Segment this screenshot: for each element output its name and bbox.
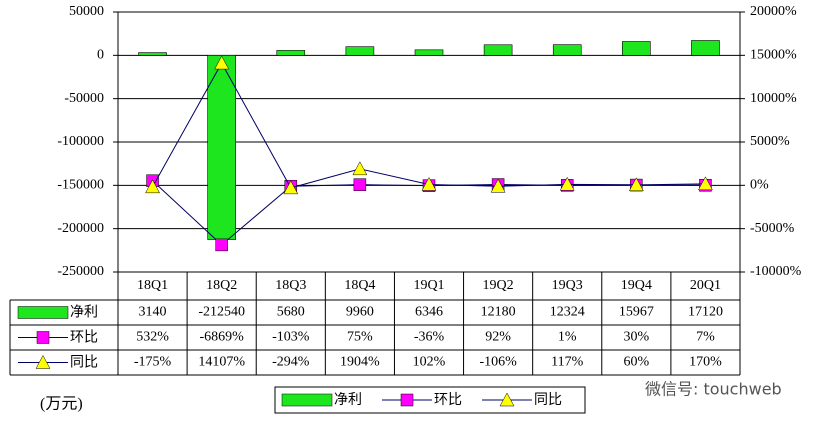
table-cell: 102% [413, 355, 446, 370]
row-label: 同比 [70, 355, 98, 371]
marker [352, 161, 368, 176]
marker [698, 176, 713, 191]
table-cell: -36% [414, 330, 445, 345]
x-tick-label: 18Q3 [275, 278, 306, 293]
x-tick-label: 18Q4 [344, 278, 375, 293]
y2-tick-label: -10000% [750, 264, 802, 279]
y-tick-label: 0 [97, 48, 104, 63]
table-cell: 117% [551, 355, 583, 370]
unit-note: (万元) [40, 396, 83, 413]
bar [691, 40, 720, 56]
y-tick-label: -100000 [57, 134, 104, 149]
bar [483, 44, 513, 56]
table-cell: 75% [347, 330, 373, 345]
y-tick-label: -200000 [57, 221, 104, 236]
marker [214, 55, 230, 70]
legend-swatch [17, 306, 69, 319]
table-cell: 1904% [340, 355, 380, 370]
bar [345, 46, 375, 56]
table-cell: 12324 [550, 305, 585, 320]
table-cell: -106% [479, 355, 517, 370]
table-cell: 15967 [619, 305, 654, 320]
table-cell: -6869% [200, 330, 245, 345]
legend-label: 同比 [534, 392, 562, 408]
table-cell: 7% [696, 330, 715, 345]
marker [421, 176, 437, 191]
row-label: 净利 [70, 305, 98, 321]
table-cell: -294% [272, 355, 310, 370]
legend-marker [36, 331, 50, 344]
legend-label: 净利 [334, 392, 362, 408]
x-tick-label: 18Q1 [137, 278, 168, 293]
table-cell: 532% [136, 330, 169, 345]
y2-tick-label: 5000% [750, 134, 790, 149]
table-cell: 14107% [198, 355, 245, 370]
y-tick-label: -150000 [57, 178, 104, 193]
y2-tick-label: 10000% [750, 91, 797, 106]
y2-tick-label: 0% [750, 178, 769, 193]
table-cell: 30% [623, 330, 649, 345]
table-cell: 17120 [688, 305, 723, 320]
x-tick-label: 20Q1 [690, 278, 721, 293]
y-tick-label: -250000 [57, 264, 104, 279]
watermark: 微信号: touchweb [645, 380, 782, 399]
marker [353, 178, 367, 191]
bar [138, 52, 167, 56]
x-tick-label: 19Q1 [413, 278, 444, 293]
table-cell: 5680 [277, 305, 305, 320]
x-tick-label: 19Q4 [621, 278, 652, 293]
table-cell: -175% [134, 355, 172, 370]
table-cell: 12180 [481, 305, 516, 320]
y2-tick-label: 20000% [750, 4, 797, 19]
y-tick-label: 50000 [69, 4, 104, 19]
table-cell: 170% [689, 355, 722, 370]
marker [490, 178, 506, 193]
bar [207, 55, 236, 240]
bar [414, 49, 444, 56]
y-tick-label: -50000 [64, 91, 104, 106]
table-cell: -103% [272, 330, 310, 345]
table-cell: 9960 [346, 305, 374, 320]
table-cell: 92% [485, 330, 511, 345]
marker [145, 179, 160, 194]
bar [552, 44, 582, 56]
legend-marker [499, 392, 515, 407]
table-cell: 60% [623, 355, 649, 370]
bar [622, 41, 651, 56]
marker [628, 177, 644, 192]
x-tick-label: 18Q2 [206, 278, 237, 293]
marker [559, 176, 575, 191]
marker [283, 180, 299, 195]
table-cell: -212540 [198, 305, 245, 320]
legend-swatch [281, 393, 333, 407]
bar [276, 50, 306, 56]
legend-marker [35, 354, 51, 369]
x-tick-label: 19Q2 [483, 278, 514, 293]
legend-label: 环比 [434, 392, 462, 408]
y2-tick-label: 15000% [750, 48, 797, 63]
table-cell: 6346 [415, 305, 443, 320]
x-tick-label: 19Q3 [552, 278, 583, 293]
row-label: 环比 [70, 330, 98, 346]
table-cell: 3140 [139, 305, 167, 320]
legend-marker [400, 393, 414, 407]
y2-tick-label: -5000% [750, 221, 795, 236]
marker [215, 238, 228, 252]
table-cell: 1% [558, 330, 577, 345]
